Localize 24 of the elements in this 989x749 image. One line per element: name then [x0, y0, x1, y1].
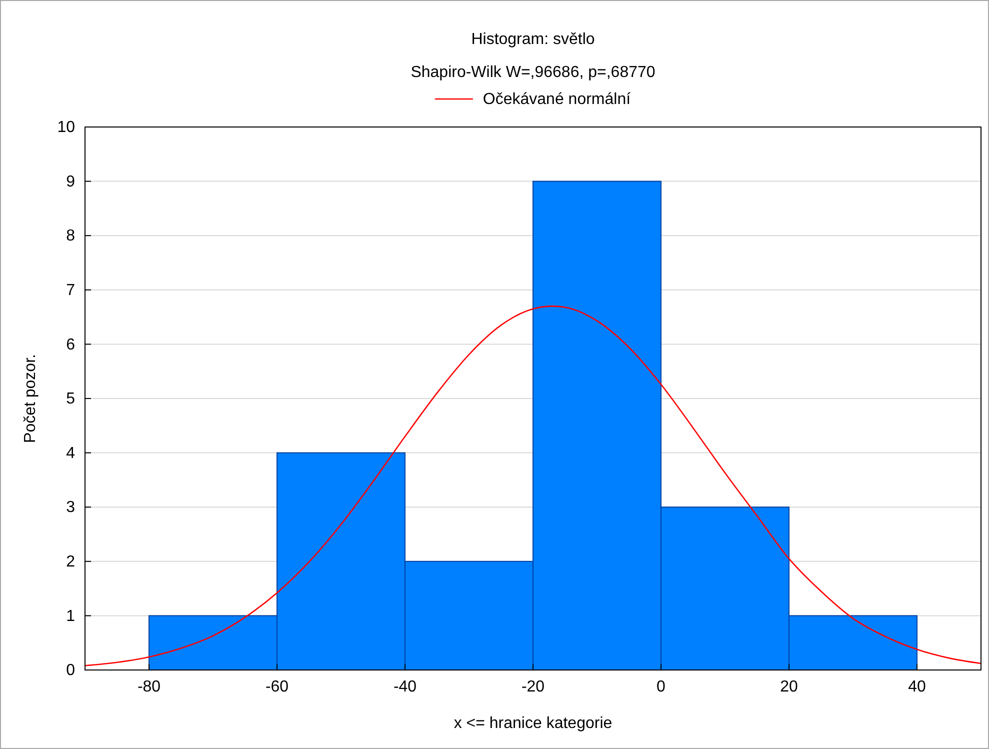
x-axis-title: x <= hranice kategorie	[454, 715, 612, 732]
x-tick-label: 40	[908, 678, 926, 696]
chart-title: Histogram: světlo	[471, 31, 595, 48]
x-tick-label: -20	[521, 678, 545, 696]
y-tick-label: 4	[66, 444, 76, 462]
y-tick-label: 3	[66, 499, 76, 516]
y-axis-title: Počet pozor.	[22, 354, 39, 443]
y-tick-label: 9	[66, 173, 76, 190]
line-series	[84, 306, 982, 666]
y-tick-label: 6	[66, 336, 76, 354]
x-tick-label: -60	[265, 678, 289, 696]
y-tick-label: 5	[66, 390, 76, 408]
x-tick-label: 0	[656, 678, 666, 696]
x-tick-label: -40	[393, 678, 417, 696]
x-tick-label: -80	[137, 678, 161, 696]
x-tick-label: 20	[780, 678, 798, 696]
chart-subtitle: Shapiro-Wilk W=,96686, p=,68770	[410, 64, 656, 81]
y-tick-label: 10	[57, 119, 76, 136]
legend-label: Očekávané normální	[482, 91, 632, 108]
y-tick-label: 0	[66, 662, 76, 680]
y-tick-label: 8	[66, 228, 76, 245]
y-tick-label: 2	[66, 554, 76, 571]
y-tick-label: 1	[66, 608, 76, 625]
y-tick-label: 7	[66, 282, 76, 300]
